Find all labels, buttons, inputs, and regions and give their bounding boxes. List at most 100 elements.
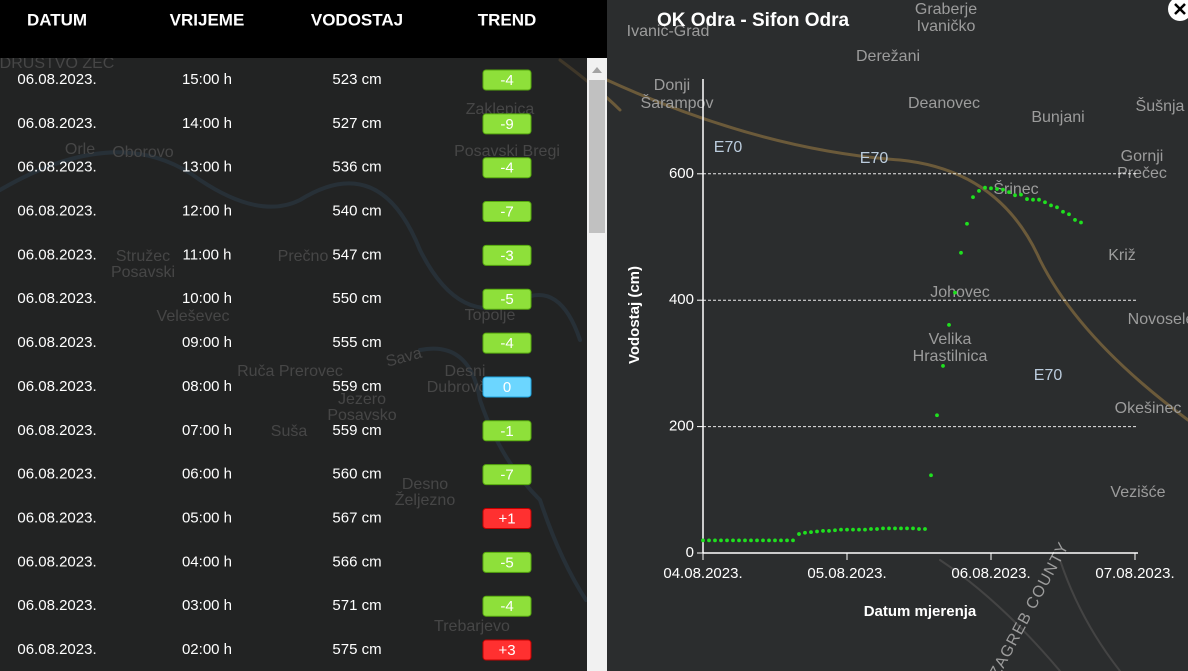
table-cell: 10:00 h bbox=[182, 290, 232, 307]
map-label: E70 bbox=[860, 150, 889, 167]
table-cell: 555 cm bbox=[332, 334, 381, 351]
map-label: Graberje bbox=[915, 1, 977, 18]
table-cell: 04:00 h bbox=[182, 553, 232, 570]
table-cell: 06.08.2023. bbox=[17, 290, 96, 307]
data-point bbox=[701, 538, 705, 543]
map-label: Šušnja bbox=[1136, 96, 1185, 115]
data-point bbox=[1025, 197, 1029, 201]
data-point bbox=[821, 528, 825, 533]
data-point bbox=[827, 528, 831, 533]
data-point bbox=[965, 221, 969, 226]
data-point bbox=[815, 529, 819, 534]
data-point bbox=[719, 538, 723, 543]
trend-value: +1 bbox=[498, 510, 515, 527]
map-label: Derežani bbox=[856, 48, 920, 65]
data-point bbox=[863, 527, 867, 532]
trend-badge bbox=[482, 332, 532, 354]
scroll-up-arrow[interactable] bbox=[592, 67, 602, 73]
data-point bbox=[917, 527, 921, 531]
close-icon bbox=[1174, 3, 1186, 15]
map-label: Deanovec bbox=[908, 95, 980, 112]
y-axis-label: Vodostaj (cm) bbox=[626, 266, 643, 364]
table-cell: 06.08.2023. bbox=[17, 203, 96, 220]
table-cell: 06.08.2023. bbox=[17, 115, 96, 132]
map-label: Ivanić-Grad bbox=[627, 23, 710, 40]
data-point bbox=[833, 528, 837, 533]
trend-badge bbox=[482, 508, 532, 529]
trend-value: 0 bbox=[503, 379, 511, 396]
table-cell: 06.08.2023. bbox=[17, 553, 96, 570]
table-cell: 566 cm bbox=[332, 553, 381, 570]
trend-value: -7 bbox=[500, 467, 513, 484]
data-point bbox=[1061, 209, 1065, 214]
data-point bbox=[875, 527, 879, 531]
trend-value: -4 bbox=[500, 160, 513, 177]
table-cell: 540 cm bbox=[332, 203, 381, 220]
data-point bbox=[923, 527, 927, 531]
data-point bbox=[737, 538, 741, 543]
trend-value: -7 bbox=[500, 204, 513, 221]
table-overlay bbox=[0, 58, 587, 671]
map-label: Vezišće bbox=[1110, 484, 1165, 501]
map-label: Križ bbox=[1108, 247, 1136, 264]
y-tick-label: 200 bbox=[669, 418, 694, 435]
table-cell: 575 cm bbox=[332, 641, 381, 658]
map-label: Johovec bbox=[930, 284, 990, 301]
y-tick-label: 400 bbox=[669, 291, 694, 308]
trend-value: -4 bbox=[500, 335, 513, 352]
map-label: Hrastilnica bbox=[913, 348, 988, 365]
table-cell: 02:00 h bbox=[182, 641, 232, 658]
map-label: Ivaničko bbox=[917, 18, 976, 35]
table-cell: 06.08.2023. bbox=[17, 641, 96, 658]
table-cell: 13:00 h bbox=[182, 159, 232, 176]
map-label: Bunjani bbox=[1031, 109, 1084, 126]
data-point bbox=[1049, 203, 1053, 208]
data-point bbox=[707, 538, 711, 543]
data-point bbox=[983, 185, 987, 190]
map-label: Okešinec bbox=[1115, 400, 1182, 417]
data-point bbox=[899, 526, 903, 531]
map-label: E70 bbox=[714, 139, 743, 156]
table-cell: 547 cm bbox=[332, 246, 381, 263]
data-point bbox=[857, 527, 861, 532]
map-label: Šrinec bbox=[993, 179, 1038, 198]
data-point bbox=[1031, 197, 1035, 202]
data-point bbox=[971, 195, 975, 200]
data-point bbox=[1073, 218, 1077, 222]
data-point bbox=[851, 527, 855, 532]
map-label: Prečec bbox=[1117, 165, 1167, 182]
table-cell: 03:00 h bbox=[182, 597, 232, 614]
data-point bbox=[959, 250, 963, 255]
trend-value: -4 bbox=[500, 72, 513, 89]
table-cell: 08:00 h bbox=[182, 378, 232, 395]
table-cell: 527 cm bbox=[332, 115, 381, 132]
map-label: E70 bbox=[1034, 367, 1063, 384]
table-cell: 14:00 h bbox=[182, 115, 232, 132]
x-tick-label: 04.08.2023. bbox=[663, 565, 742, 582]
column-header: VRIJEME bbox=[170, 10, 245, 29]
trend-value: -9 bbox=[500, 116, 513, 133]
data-point bbox=[791, 538, 795, 543]
trend-value: -3 bbox=[500, 247, 513, 264]
table-cell: 536 cm bbox=[332, 159, 381, 176]
table-cell: 15:00 h bbox=[182, 71, 232, 88]
y-tick-label: 0 bbox=[686, 544, 694, 561]
data-point bbox=[743, 538, 747, 543]
data-point bbox=[887, 526, 891, 531]
scrollbar-thumb[interactable] bbox=[589, 80, 605, 233]
map-label: Velika bbox=[929, 331, 972, 348]
map-label: Šarampov bbox=[641, 93, 714, 112]
data-point bbox=[869, 527, 873, 531]
table-cell: 06.08.2023. bbox=[17, 509, 96, 526]
map-label: Gornji bbox=[1121, 148, 1164, 165]
table-cell: 523 cm bbox=[332, 71, 381, 88]
data-point bbox=[1055, 205, 1059, 210]
trend-badge bbox=[482, 639, 532, 661]
data-point bbox=[929, 473, 933, 478]
trend-badge bbox=[482, 420, 532, 442]
data-point bbox=[803, 530, 807, 535]
table-cell: 05:00 h bbox=[182, 509, 232, 526]
map-label: Donji bbox=[654, 77, 690, 94]
data-point bbox=[935, 413, 939, 418]
